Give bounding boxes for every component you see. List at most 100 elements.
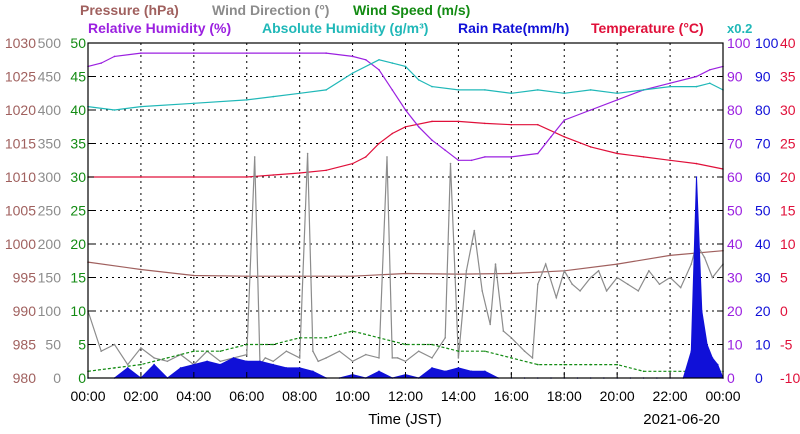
wind_direction-point [298,357,301,359]
legend-item: Temperature (°C) [591,20,704,36]
absolute_humidity-point [351,72,354,74]
rain_rate-point [470,370,473,373]
wind_speed-tick-label: 5 [78,337,86,353]
wind_direction-point [404,360,407,363]
rain_rate-point [701,310,703,312]
wind_direction-point [166,360,169,363]
wind_direction-point [690,263,693,265]
axes: 1030102510201015101010051000995990985980… [5,35,800,428]
pressure-point [510,272,513,275]
relative_humidity-point [669,82,671,84]
pressure-point [404,272,407,275]
wind_direction-point [465,270,468,272]
rain_rate-point [219,363,222,366]
absolute_humidity-point [642,89,645,91]
relative_humidity-point [325,52,327,54]
wind_speed-point [246,343,248,346]
wind_speed-point [510,357,513,359]
x-tick-label: 20:00 [600,388,635,404]
rain_rate-point [312,370,314,373]
temperature-tick-label: 15 [780,203,796,219]
x-tick-label: 18:00 [547,388,582,404]
wind_direction-tick-label: 150 [38,270,62,286]
absolute_humidity-point [669,85,671,88]
wind_direction-point [113,343,116,346]
wind_direction-point [264,357,267,359]
rain_rate-point [298,367,301,369]
x-tick-label: 02:00 [123,388,158,404]
pressure-tick-label: 980 [13,370,37,386]
absolute_humidity-point [589,89,592,91]
wind_speed-point [669,370,671,373]
absolute_humidity-point [417,79,420,81]
absolute_humidity-line [87,59,724,111]
rain_rate-tick-label: 60 [755,169,771,185]
absolute_humidity-point [113,109,116,111]
rain_rate-point [716,363,719,366]
temperature-point [616,152,618,155]
rain_rate-point [711,357,714,359]
legend-item: Pressure (hPa) [80,2,179,18]
date-label: 2021-06-20 [643,411,720,428]
wind_direction-point [100,350,102,353]
temperature-line [88,120,724,178]
wind_speed-point [298,337,301,339]
relative_humidity-point [709,69,711,71]
pressure-point [140,268,142,271]
temperature-point [378,142,380,145]
legend-item: Rain Rate(mm/h) [458,20,569,36]
relative_humidity-point [365,59,367,61]
pressure-point [351,275,354,278]
wind_speed-tick-label: 40 [70,102,86,118]
legend-item: Absolute Humidity (g/m³) [262,20,428,36]
pressure-tick-label: 1005 [5,203,36,219]
wind_speed-tick-label: 50 [70,35,86,51]
rain_rate-tick-label: 30 [755,270,771,286]
relative_humidity-point [589,109,592,111]
wind_direction-point [179,353,182,356]
wind_direction-point [396,357,399,359]
temperature-point [246,176,248,178]
wind_direction-point [417,350,420,353]
wind_direction-point [449,162,452,165]
wind_speed-point [193,350,195,353]
scale-note-label: x0.2 [727,21,752,36]
absolute_humidity-point [537,89,539,91]
temperature-point [298,172,301,174]
x-tick-label: 22:00 [653,388,688,404]
wind_speed-point [642,370,645,373]
wind_speed-tick-label: 35 [70,136,86,152]
relative_humidity-point [298,52,301,54]
x-tick-label: 10:00 [335,388,370,404]
relative_humidity-point [246,52,248,54]
rain_rate-point [706,343,708,346]
x-tick-label: 04:00 [176,388,211,404]
wind_direction-point [589,276,592,279]
relative_humidity-tick-label: 50 [727,203,743,219]
wind_direction-point [312,350,314,353]
x-tick-label: 00:00 [705,388,740,404]
rain_rate-point [690,350,693,353]
temperature-tick-label: 30 [780,102,796,118]
temperature-point [695,162,698,165]
relative_humidity-point [404,109,407,111]
series-layer [87,52,724,379]
pressure-tick-label: 990 [13,303,37,319]
wind_speed-point [166,357,169,359]
wind_direction-point [605,290,608,292]
relative_humidity-point [616,99,618,101]
wind_speed-point [457,350,460,353]
relative_humidity-tick-label: 70 [727,136,743,152]
absolute_humidity-point [404,65,407,68]
wind_direction-point [494,263,497,265]
wind_speed-tick-label: 25 [70,203,86,219]
absolute_humidity-point [325,89,327,91]
legend-item: Relative Humidity (%) [88,20,231,36]
wind_direction-point [510,337,513,339]
rain_rate-point [444,370,447,373]
legend-item: Wind Direction (°) [212,2,329,18]
wind_direction-tick-label: 100 [38,303,62,319]
rain_rate-tick-label: 100 [755,35,779,51]
